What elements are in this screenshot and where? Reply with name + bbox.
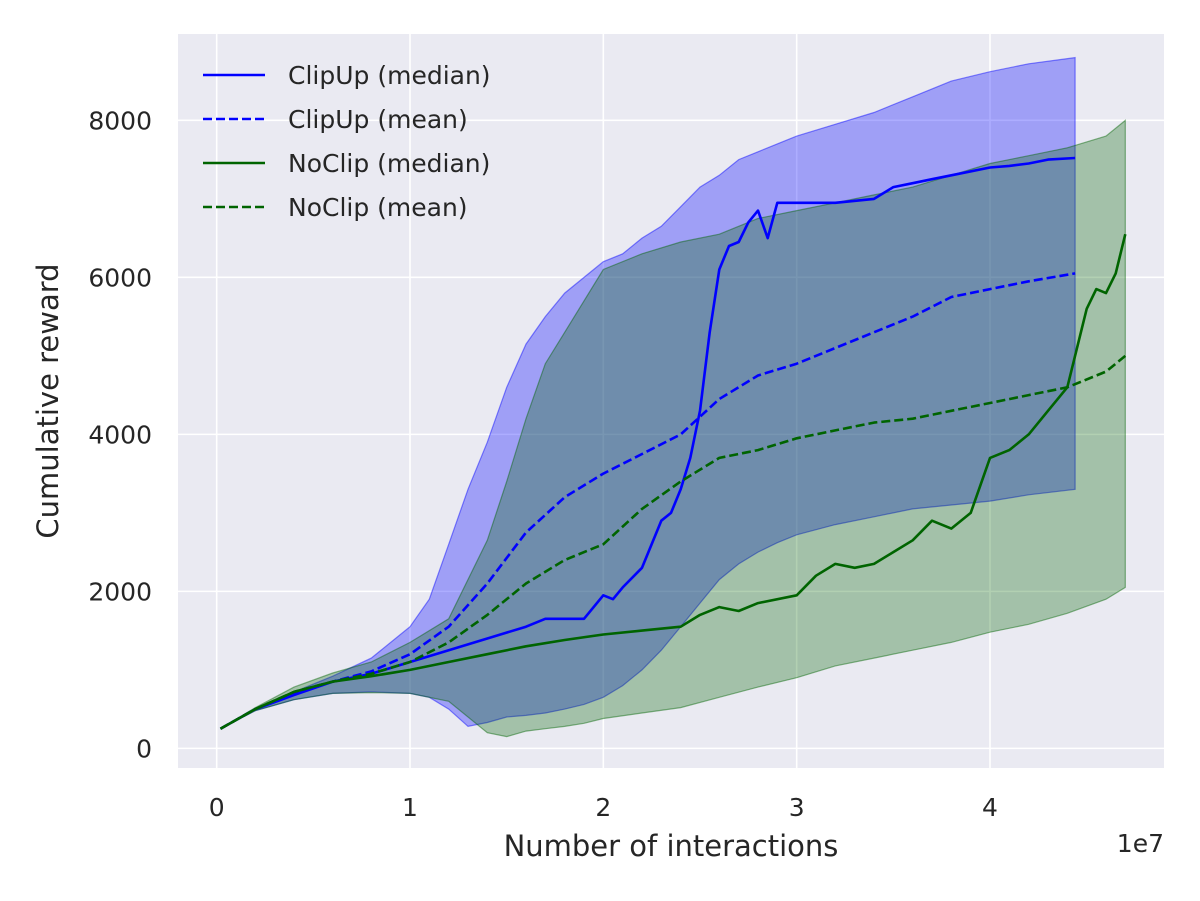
y-axis-title: Cumulative reward (31, 263, 65, 538)
y-tick-label: 0 (136, 734, 152, 763)
y-axis-ticks: 0 2000 4000 6000 8000 (88, 106, 152, 763)
y-tick-label: 2000 (88, 577, 152, 606)
x-tick-label: 3 (789, 793, 805, 822)
x-tick-label: 1 (402, 793, 418, 822)
legend-label: ClipUp (mean) (288, 105, 468, 134)
x-axis-title: Number of interactions (504, 829, 839, 863)
series-lines (219, 156, 1127, 730)
y-tick-label: 4000 (88, 420, 152, 449)
series-line (219, 156, 1076, 730)
y-tick-label: 8000 (88, 106, 152, 135)
grid (178, 34, 1164, 768)
series-line (219, 354, 1127, 730)
confidence-bands (220, 56, 1126, 738)
x-axis-offset-label: 1e7 (1117, 829, 1164, 858)
legend-label: NoClip (mean) (288, 193, 468, 222)
x-tick-label: 0 (209, 793, 225, 822)
band-noclip (220, 119, 1126, 738)
y-tick-label: 6000 (88, 263, 152, 292)
x-tick-label: 2 (595, 793, 611, 822)
series-line (219, 272, 1076, 730)
x-tick-label: 4 (982, 793, 998, 822)
series-line (219, 233, 1127, 730)
x-axis-ticks: 0 1 2 3 4 (209, 793, 998, 822)
legend-label: NoClip (median) (288, 149, 490, 178)
legend: ClipUp (median) ClipUp (mean) NoClip (medi… (203, 61, 491, 222)
legend-label: ClipUp (median) (288, 61, 491, 90)
